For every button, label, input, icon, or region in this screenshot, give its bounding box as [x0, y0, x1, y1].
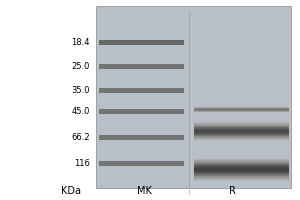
Bar [194, 111, 289, 112]
Bar [194, 174, 289, 175]
Bar [194, 108, 289, 109]
Bar [194, 124, 289, 125]
Text: 116: 116 [74, 159, 90, 168]
Bar [194, 160, 289, 161]
Bar [194, 167, 289, 168]
Bar [194, 175, 289, 176]
Text: MK: MK [137, 186, 152, 196]
Bar [194, 172, 289, 173]
Bar [194, 179, 289, 180]
Bar [194, 169, 289, 170]
Bar [194, 106, 289, 107]
Bar [194, 162, 289, 163]
Bar [194, 125, 289, 126]
Bar [194, 166, 289, 167]
Text: 25.0: 25.0 [72, 62, 90, 71]
Bar [194, 129, 289, 130]
Bar [194, 139, 289, 140]
Bar [194, 133, 289, 134]
Bar [194, 180, 289, 181]
Bar [194, 134, 289, 135]
Bar [194, 112, 289, 113]
Text: 66.2: 66.2 [71, 133, 90, 142]
Bar [194, 159, 289, 160]
Bar [194, 140, 289, 141]
Bar [194, 132, 289, 133]
Bar [194, 177, 289, 178]
Bar [194, 173, 289, 174]
Text: 45.0: 45.0 [72, 107, 90, 116]
Bar [99, 135, 184, 140]
Bar [194, 165, 289, 166]
Bar [194, 126, 289, 127]
Bar [194, 131, 289, 132]
Bar [194, 136, 289, 137]
Bar [194, 123, 289, 124]
Bar [99, 109, 184, 114]
Bar [194, 161, 289, 162]
Bar [194, 176, 289, 177]
Bar [194, 109, 289, 110]
Bar [194, 137, 289, 138]
Bar [194, 135, 289, 136]
Bar [194, 163, 289, 164]
Text: KDa: KDa [61, 186, 81, 196]
Bar [194, 171, 289, 172]
Bar [99, 40, 184, 45]
Bar [99, 88, 184, 93]
Bar [194, 168, 289, 169]
Bar [194, 138, 289, 139]
Text: 18.4: 18.4 [71, 38, 90, 47]
FancyBboxPatch shape [96, 6, 291, 188]
Bar [99, 64, 184, 69]
Bar [194, 130, 289, 131]
Bar [194, 128, 289, 129]
Text: 35.0: 35.0 [71, 86, 90, 95]
Text: R: R [229, 186, 236, 196]
Bar [194, 107, 289, 108]
Bar [194, 170, 289, 171]
Bar [194, 178, 289, 179]
Bar [194, 127, 289, 128]
Bar [194, 110, 289, 111]
Bar [194, 122, 289, 123]
Bar [194, 164, 289, 165]
Bar [99, 161, 184, 166]
